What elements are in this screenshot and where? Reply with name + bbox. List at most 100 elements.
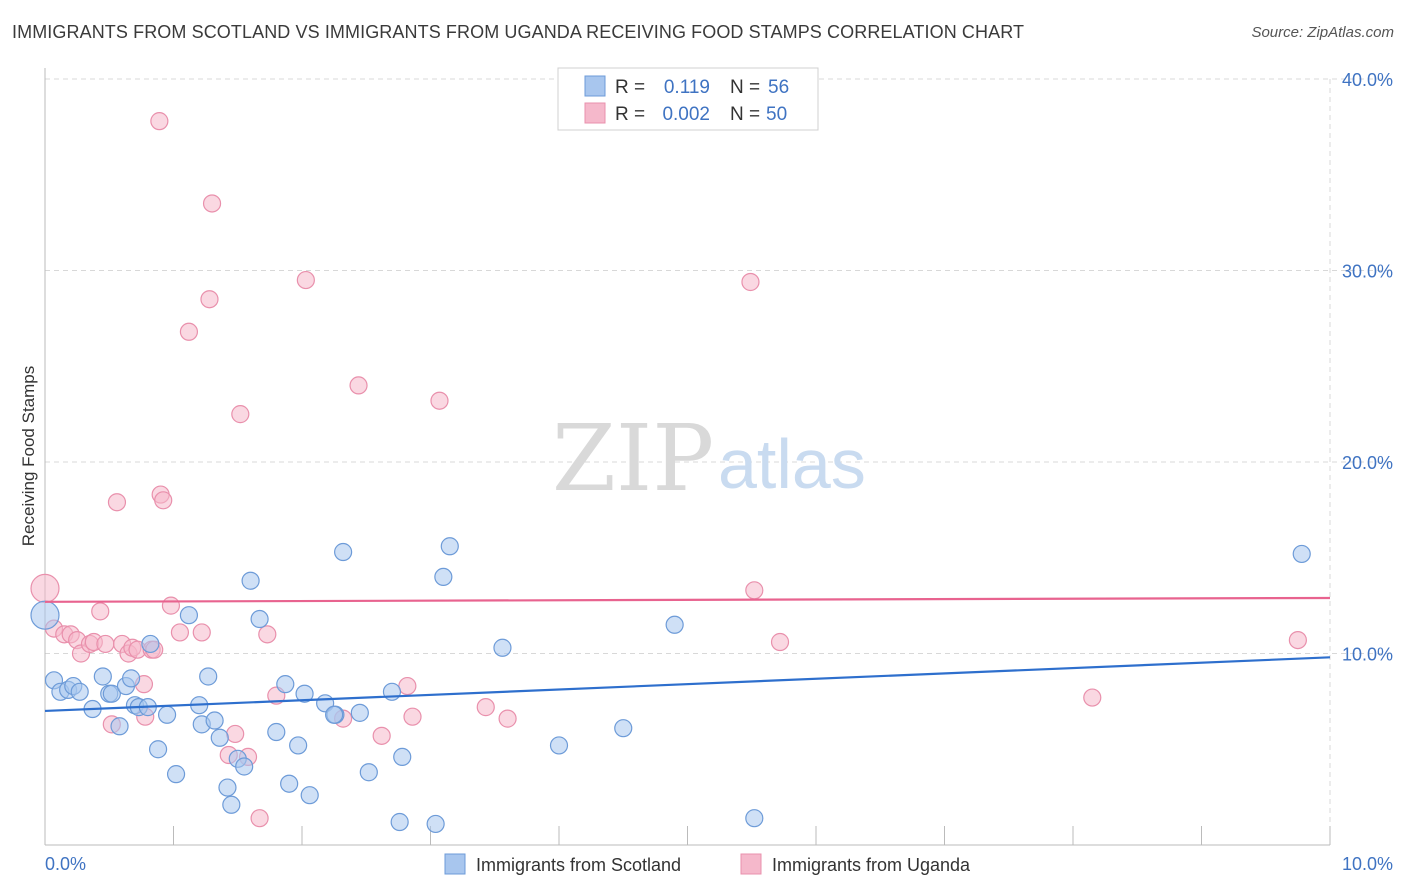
scotland-point-55 (1292, 544, 1311, 564)
scotland-point-48 (434, 567, 453, 587)
uganda-point-45 (741, 272, 760, 292)
uganda-point-8 (91, 602, 110, 621)
uganda-point-43 (476, 698, 495, 717)
bottom-legend-label-uganda: Immigrants from Uganda (772, 855, 971, 875)
scotland-point-27 (222, 795, 241, 814)
legend-n-value-uganda: 50 (766, 104, 787, 125)
uganda-point-23 (161, 596, 181, 615)
uganda-point-41 (403, 707, 422, 726)
series-legend: Immigrants from Scotland Immigrants from… (444, 853, 971, 875)
scotland-point-36 (295, 684, 314, 703)
legend-swatch-uganda (584, 102, 606, 124)
uganda-point-40 (398, 676, 417, 696)
scotland-point-10 (110, 717, 129, 736)
legend-r-label-uganda: R = (615, 104, 645, 125)
bottom-legend-swatch-scotland (444, 853, 466, 875)
uganda-trend-line (44, 596, 1331, 603)
uganda-point-48 (1083, 688, 1102, 707)
scotland-point-53 (665, 615, 684, 634)
uganda-point-36 (296, 270, 315, 290)
bottom-legend-label-scotland: Immigrants from Scotland (476, 855, 681, 875)
scotland-point-20 (179, 606, 199, 625)
scotland-point-34 (280, 774, 299, 793)
uganda-point-38 (349, 376, 368, 395)
chart-title: IMMIGRANTS FROM SCOTLAND VS IMMIGRANTS F… (12, 22, 1025, 42)
uganda-point-47 (770, 632, 790, 652)
scotland-point-47 (426, 814, 445, 834)
scotland-point-46 (393, 747, 412, 767)
scotland-point-7 (93, 667, 112, 686)
uganda-point-44 (498, 709, 517, 728)
source-credit: Source: ZipAtlas.com (1251, 24, 1394, 41)
axes (44, 68, 1331, 846)
uganda-point-33 (250, 809, 269, 828)
legend-n-value-scotland: 56 (768, 77, 789, 98)
scotland-point-19 (166, 765, 186, 784)
scotland-point-0 (30, 600, 60, 630)
scotland-point-43 (359, 763, 378, 782)
scotland-point-25 (210, 728, 229, 747)
watermark: ZIP atlas (552, 405, 866, 512)
tick-labels: 10.0% 20.0% 30.0% 40.0% 0.0% 10.0% (45, 70, 1393, 874)
scotland-point-33 (276, 675, 295, 694)
uganda-point-46 (745, 581, 764, 600)
uganda-point-31 (231, 405, 250, 424)
scotland-point-37 (300, 786, 319, 805)
uganda-point-49 (1288, 630, 1307, 650)
scotland-point-23 (199, 667, 218, 686)
legend-n-label-uganda: N = (730, 104, 760, 125)
scotland-point-50 (493, 638, 512, 657)
y-tick-label-2: 30.0% (1342, 262, 1393, 282)
scotland-point-26 (218, 778, 237, 797)
scotland-point-35 (289, 736, 308, 755)
scotland-point-41 (325, 705, 344, 724)
legend-swatch-scotland (584, 75, 606, 97)
legend-r-label-scotland: R = (615, 77, 645, 98)
grid-lines (45, 78, 1395, 845)
trend-lines (44, 596, 1331, 713)
scotland-point-49 (440, 537, 459, 556)
uganda-point-11 (107, 493, 127, 512)
uganda-point-30 (226, 724, 245, 744)
scotland-point-24 (205, 711, 224, 730)
uganda-point-42 (430, 391, 449, 410)
uganda-point-26 (192, 623, 211, 642)
uganda-point-20 (150, 112, 169, 131)
scotland-point-29 (235, 757, 254, 776)
scotland-point-54 (745, 809, 764, 828)
watermark-zip: ZIP (552, 405, 714, 512)
y-tick-label-0: 10.0% (1342, 645, 1393, 665)
uganda-point-22 (154, 491, 173, 510)
y-tick-label-1: 20.0% (1342, 453, 1393, 473)
bottom-legend-swatch-uganda (740, 853, 762, 875)
scotland-point-9 (102, 684, 121, 703)
scotland-points (30, 537, 1311, 834)
uganda-point-0 (30, 573, 60, 603)
scotland-point-52 (614, 719, 633, 738)
scotland-point-18 (157, 705, 177, 724)
x-tick-label-1: 10.0% (1342, 854, 1393, 874)
y-tick-label-3: 40.0% (1342, 70, 1393, 90)
uganda-point-9 (96, 634, 115, 654)
uganda-point-24 (170, 623, 190, 642)
scotland-point-30 (241, 571, 260, 590)
scotland-point-45 (390, 812, 409, 832)
scotland-point-42 (350, 703, 369, 722)
watermark-atlas: atlas (718, 425, 866, 503)
uganda-point-28 (202, 194, 222, 213)
scotland-trend-line (44, 656, 1331, 713)
uganda-point-39 (372, 726, 391, 745)
scotland-point-32 (267, 722, 286, 742)
x-tick-label-0: 0.0% (45, 854, 86, 874)
correlation-legend: R = 0.119 N = 56 R = 0.002 N = 50 (557, 67, 819, 131)
legend-n-label-scotland: N = (730, 77, 760, 98)
uganda-point-34 (258, 625, 277, 644)
scotland-point-16 (141, 634, 160, 654)
scotland-point-31 (250, 609, 269, 629)
scotland-point-12 (121, 669, 141, 688)
legend-r-value-uganda: 0.002 (662, 104, 710, 125)
uganda-point-25 (179, 322, 199, 341)
scotland-point-17 (148, 740, 168, 759)
uganda-point-27 (200, 290, 219, 309)
